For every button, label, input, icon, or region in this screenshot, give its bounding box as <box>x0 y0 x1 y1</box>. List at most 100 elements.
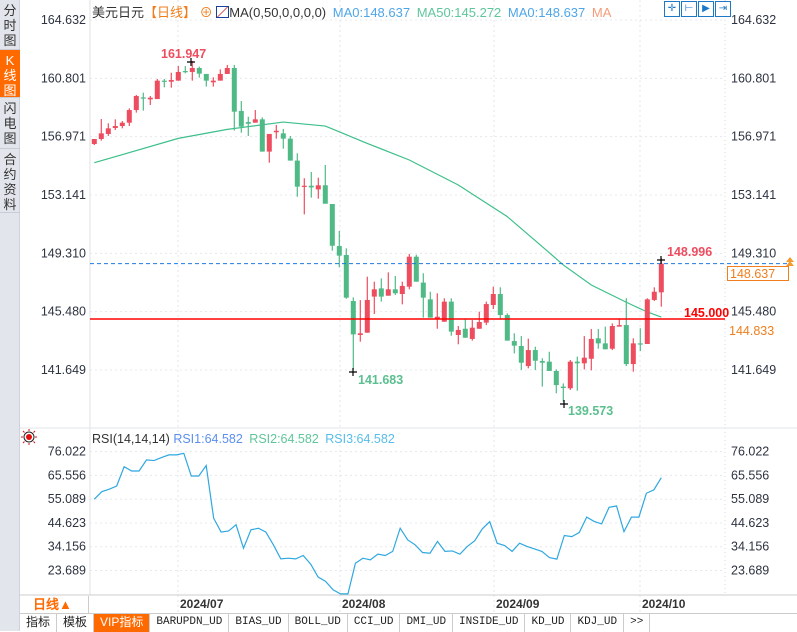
candle-body <box>609 326 615 349</box>
candle <box>252 110 258 123</box>
candle-body <box>546 361 552 371</box>
rsi-axis-right-label: 34.156 <box>731 540 769 554</box>
candle <box>497 287 503 319</box>
candle <box>623 298 629 367</box>
candle-body <box>581 357 587 364</box>
candle <box>182 66 188 74</box>
candle-body <box>294 160 300 187</box>
price-axis-left-label: 145.480 <box>41 305 86 319</box>
price-axis-left-label: 149.310 <box>41 246 86 260</box>
candle <box>434 293 440 329</box>
candle-body <box>98 133 104 139</box>
tab-flash[interactable]: 闪电图 <box>0 98 20 149</box>
candle-body <box>413 256 419 282</box>
candle <box>525 338 531 369</box>
candle <box>518 336 524 371</box>
symbol-name: 美元日元 <box>92 5 145 20</box>
candle <box>413 254 419 282</box>
candle <box>546 351 552 371</box>
candle-body <box>266 133 272 152</box>
candle <box>336 230 342 268</box>
candle <box>581 336 587 370</box>
ma50-value: MA50:145.272 <box>416 5 502 20</box>
rsi-axis-right-label: 76.022 <box>731 445 769 459</box>
tab-kline[interactable]: K线图 <box>0 50 20 98</box>
candle <box>196 66 202 78</box>
tab-bias[interactable]: BIAS_UD <box>229 614 289 632</box>
play-icon[interactable]: ▶ <box>698 1 714 17</box>
candle <box>308 172 314 198</box>
candle-body <box>357 333 363 335</box>
candle <box>119 121 125 129</box>
candle-body <box>504 315 510 341</box>
rsi-axis-left-label: 44.623 <box>48 516 86 530</box>
candle <box>448 298 454 336</box>
candle <box>133 94 139 113</box>
tab-kdj[interactable]: KDJ_UD <box>571 614 625 632</box>
indicator-chart-icon[interactable] <box>216 6 230 18</box>
low-marker-label: 141.683 <box>358 373 403 387</box>
candle <box>91 138 97 146</box>
hline-price-box: 144.833 <box>729 324 775 338</box>
rsi-title: RSI(14,14,14) <box>92 432 170 446</box>
rsi-axis-right-label: 23.689 <box>731 563 769 577</box>
tab-barupdn[interactable]: BARUPDN_UD <box>150 614 230 632</box>
candle-body <box>217 73 223 81</box>
period-selector[interactable]: 日线▲ <box>20 596 89 613</box>
tab-dmi[interactable]: DMI_UD <box>400 614 454 632</box>
price-axis-left-label: 153.141 <box>41 188 86 202</box>
tab-timeshare[interactable]: 分时图 <box>0 0 20 50</box>
tab-templates[interactable]: 模板 <box>57 614 95 632</box>
rsi-line <box>93 452 662 595</box>
candle-body <box>420 282 426 298</box>
exit-icon[interactable]: ⇥ <box>715 1 731 17</box>
zoom-icon[interactable]: ⊕ <box>199 5 213 20</box>
candle <box>385 272 391 296</box>
tabs-more-button[interactable]: >> <box>624 614 651 632</box>
candle <box>371 281 377 314</box>
chart-legend: 美元日元【日线】 ⊕ MA(0,50,0,0,0,0) MA0:148.637 … <box>92 2 611 21</box>
candle <box>609 323 615 351</box>
candle <box>532 346 538 371</box>
candle <box>476 311 482 329</box>
candle-body <box>259 119 265 152</box>
rsi-settings-icon <box>21 429 37 445</box>
high-marker-label: 161.947 <box>161 47 206 61</box>
tab-boll[interactable]: BOLL_UD <box>289 614 348 632</box>
tab-contract-info[interactable]: 合约资料 <box>0 149 20 213</box>
candle <box>511 333 517 354</box>
tab-kd[interactable]: KD_UD <box>525 614 572 632</box>
candle <box>238 101 244 133</box>
candle <box>217 69 223 81</box>
candle-body <box>518 345 524 363</box>
tab-indicators[interactable]: 指标 <box>20 614 58 632</box>
candle-body <box>560 386 566 388</box>
candle-body <box>210 80 216 83</box>
candle <box>560 383 566 402</box>
candle <box>287 135 293 161</box>
tab-cci[interactable]: CCI_UD <box>348 614 401 632</box>
candle-body <box>651 291 657 300</box>
candle <box>147 96 153 106</box>
candle-body <box>476 322 482 329</box>
candle-body <box>329 204 335 246</box>
crosshair-icon[interactable]: ✛ <box>664 1 680 17</box>
candle-body <box>224 68 230 74</box>
zoom-range-icon[interactable]: ⊢ <box>681 1 697 17</box>
candle-body <box>511 341 517 346</box>
ma-params[interactable]: MA(0,50,0,0,0,0) <box>229 5 327 20</box>
candle-body <box>182 71 188 73</box>
tab-inside[interactable]: INSIDE_UD <box>453 614 526 632</box>
candle <box>168 72 174 88</box>
candle <box>616 318 622 327</box>
candle <box>231 64 237 131</box>
tab-vip-indicators[interactable]: VIP指标 <box>94 614 151 632</box>
ma0b-value: MA0:148.637 <box>507 5 586 20</box>
candle <box>420 273 426 318</box>
candle-body <box>175 71 181 81</box>
grid <box>90 0 725 612</box>
candle-body <box>287 138 293 161</box>
hline-label: 145.000 <box>684 306 729 320</box>
candle <box>301 178 307 215</box>
